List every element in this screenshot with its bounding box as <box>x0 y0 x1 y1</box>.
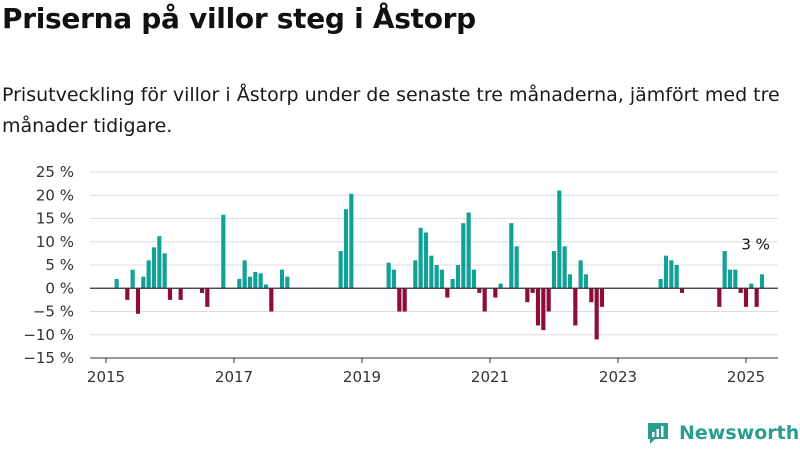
bar <box>477 288 482 293</box>
bar <box>722 251 727 289</box>
bar <box>749 283 754 289</box>
bar <box>343 209 349 289</box>
bar <box>727 269 733 289</box>
x-tick-label: 2015 <box>87 368 125 386</box>
bar <box>514 246 519 289</box>
bar <box>562 246 567 289</box>
bar <box>269 288 274 312</box>
bar <box>263 284 269 289</box>
chart-title: Priserna på villor steg i Åstorp <box>2 2 476 35</box>
bar <box>567 274 573 289</box>
x-tick-label: 2025 <box>727 368 765 386</box>
bar <box>423 232 429 289</box>
bar <box>738 288 743 293</box>
bar <box>439 269 445 289</box>
bar <box>157 236 162 289</box>
bar <box>754 288 759 307</box>
bar <box>663 255 669 289</box>
y-tick-label: 20 % <box>36 186 74 204</box>
bar <box>391 269 397 289</box>
bar <box>445 288 450 298</box>
bar <box>466 212 471 289</box>
x-tick-label: 2021 <box>471 368 509 386</box>
bar <box>450 278 455 289</box>
brand-name: Newsworthy <box>679 422 800 444</box>
bar <box>434 265 439 289</box>
bar <box>658 278 663 289</box>
bar <box>583 274 589 289</box>
bar <box>557 190 562 289</box>
bar <box>525 288 530 303</box>
bar <box>471 269 477 289</box>
bar <box>461 223 466 289</box>
bar <box>482 288 487 312</box>
bar <box>717 288 722 307</box>
bar <box>413 260 418 289</box>
bar <box>247 276 253 289</box>
bar <box>397 288 402 312</box>
bar <box>599 288 605 307</box>
bar <box>349 193 354 289</box>
y-tick-label: −10 % <box>23 326 74 344</box>
brand-logo: Newsworthy <box>645 420 800 446</box>
bar <box>199 288 205 293</box>
bar <box>546 288 551 312</box>
bar <box>125 288 130 300</box>
bar <box>402 288 407 312</box>
bar <box>162 253 167 289</box>
bar <box>221 214 226 289</box>
x-tick-label: 2019 <box>343 368 381 386</box>
y-tick-label: 10 % <box>36 233 74 251</box>
bar <box>679 288 685 293</box>
bar <box>594 288 599 340</box>
bar <box>279 269 285 289</box>
bar <box>151 247 157 289</box>
x-tick-label: 2023 <box>599 368 637 386</box>
bar <box>130 269 135 289</box>
bar <box>578 260 583 289</box>
bar <box>285 276 290 289</box>
bar <box>733 269 738 289</box>
bar <box>743 288 749 307</box>
bar <box>242 260 247 289</box>
annotation-label: 3 % <box>741 235 770 253</box>
bar <box>498 283 503 289</box>
y-tick-label: −5 % <box>33 303 74 321</box>
newsworthy-logo-icon <box>648 423 668 444</box>
bar <box>386 262 391 289</box>
bar <box>589 288 594 303</box>
y-tick-label: −15 % <box>23 349 74 367</box>
bar <box>551 251 557 289</box>
bar <box>114 278 119 289</box>
bar <box>509 223 514 289</box>
bar <box>759 274 765 289</box>
x-tick-label: 2017 <box>215 368 253 386</box>
bar <box>338 251 343 289</box>
bar <box>141 276 146 289</box>
bar <box>455 265 461 289</box>
bar <box>535 288 541 326</box>
chart-subtitle: Prisutveckling för villor i Åstorp under… <box>2 84 780 137</box>
bar <box>674 265 679 289</box>
bar <box>135 288 141 314</box>
bar <box>530 288 535 293</box>
bar <box>418 227 423 289</box>
y-tick-label: 25 % <box>36 163 74 181</box>
bar <box>429 255 434 289</box>
bar <box>493 288 498 298</box>
bar <box>258 273 263 289</box>
bar <box>146 260 151 289</box>
bar <box>237 278 242 289</box>
y-tick-label: 15 % <box>36 210 74 228</box>
bar <box>541 288 546 331</box>
bar-chart: −15 % −10 % −5 % 0 % 5 % 10 % 15 % 20 % 25 % 2015… <box>23 163 778 386</box>
bar <box>253 271 258 289</box>
y-tick-label: 0 % <box>45 279 74 297</box>
bar <box>573 288 578 326</box>
bar <box>178 288 183 300</box>
bar <box>205 288 210 307</box>
bar <box>669 260 674 289</box>
bar <box>167 288 173 300</box>
y-tick-label: 5 % <box>45 256 74 274</box>
